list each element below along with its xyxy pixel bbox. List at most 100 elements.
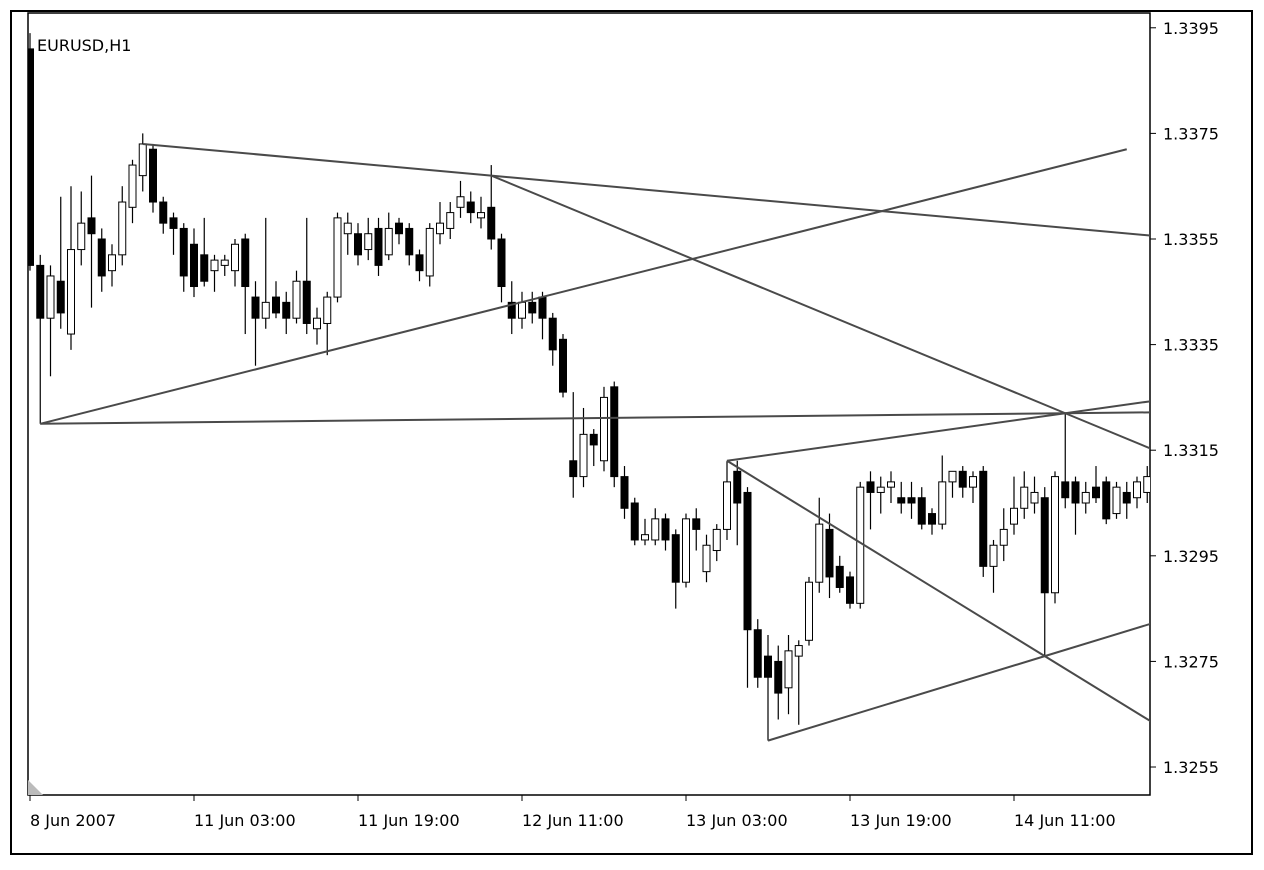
candle-body bbox=[538, 296, 547, 319]
candle-body bbox=[1040, 497, 1049, 594]
candle-body bbox=[559, 338, 567, 393]
candle-body bbox=[1051, 476, 1059, 594]
candle-body bbox=[77, 222, 86, 251]
candle-body bbox=[46, 275, 55, 319]
candle-body bbox=[200, 254, 209, 282]
trendline bbox=[726, 459, 1046, 657]
candle-body bbox=[897, 497, 906, 504]
candle-body bbox=[805, 581, 813, 641]
candle-body bbox=[579, 433, 588, 478]
candle-body bbox=[28, 48, 34, 266]
candle-body bbox=[764, 655, 772, 678]
candle-body bbox=[866, 481, 875, 493]
candle-body bbox=[589, 433, 598, 446]
corner-marker bbox=[28, 780, 43, 795]
candle-body bbox=[846, 576, 854, 604]
candle-body bbox=[569, 460, 578, 478]
plot-content bbox=[28, 33, 1150, 742]
trendline bbox=[40, 148, 1127, 425]
candle-body bbox=[641, 534, 649, 541]
x-tick-label: 13 Jun 03:00 bbox=[686, 811, 788, 830]
candle-body bbox=[692, 518, 701, 530]
candle-body bbox=[774, 660, 783, 694]
candle-body bbox=[989, 544, 998, 567]
candle-body bbox=[1143, 476, 1150, 493]
candle-body bbox=[600, 396, 608, 462]
candle-body bbox=[907, 497, 916, 504]
candle-body bbox=[36, 264, 45, 319]
y-tick-label: 1.3295 bbox=[1163, 547, 1219, 566]
y-tick-label: 1.3355 bbox=[1163, 230, 1219, 249]
candle-body bbox=[979, 470, 988, 567]
candle-body bbox=[436, 222, 444, 235]
candle-body bbox=[231, 243, 239, 272]
trendline bbox=[767, 655, 1046, 742]
candle-body bbox=[272, 296, 280, 314]
candle-body bbox=[169, 217, 178, 229]
y-tick-label: 1.3275 bbox=[1163, 652, 1219, 671]
candle-body bbox=[1081, 491, 1090, 504]
candle-body bbox=[630, 502, 639, 541]
candle-body bbox=[815, 523, 824, 583]
candle-body bbox=[969, 476, 977, 488]
candle-body bbox=[548, 317, 557, 351]
candle-body bbox=[466, 201, 475, 214]
x-tick-label: 14 Jun 11:00 bbox=[1014, 811, 1116, 830]
candle-body bbox=[876, 486, 885, 493]
candle-body bbox=[620, 476, 629, 509]
candle-body bbox=[733, 470, 742, 504]
candle-body bbox=[948, 470, 957, 483]
candle-body bbox=[374, 227, 383, 266]
candle-body bbox=[917, 497, 926, 525]
candle-body bbox=[743, 491, 752, 631]
trendline-ray bbox=[1065, 400, 1150, 415]
candle-body bbox=[1122, 491, 1131, 504]
candle-body bbox=[405, 227, 414, 256]
candle-body bbox=[825, 528, 834, 578]
y-tick-label: 1.3335 bbox=[1163, 336, 1219, 355]
candle-body bbox=[518, 301, 526, 319]
candle-body bbox=[415, 254, 424, 272]
trendline-ray bbox=[1044, 622, 1150, 658]
candle-body bbox=[313, 317, 321, 330]
candle-body bbox=[446, 212, 455, 229]
candle-body bbox=[251, 296, 260, 319]
candle-body bbox=[333, 217, 342, 298]
trendline-ray bbox=[1065, 411, 1150, 415]
trendline bbox=[40, 412, 1066, 425]
candle-body bbox=[210, 259, 219, 272]
x-tick-label: 13 Jun 19:00 bbox=[850, 811, 952, 830]
trendline bbox=[490, 174, 1066, 415]
candle-body bbox=[159, 201, 168, 224]
y-tick-label: 1.3375 bbox=[1163, 124, 1219, 143]
candle-body bbox=[118, 201, 127, 256]
candle-body bbox=[292, 280, 301, 319]
candle-body bbox=[712, 528, 721, 552]
candle-body bbox=[887, 481, 895, 488]
candle-body bbox=[1061, 481, 1070, 499]
trendline-ray bbox=[1064, 412, 1150, 450]
plot-area bbox=[27, 12, 1151, 796]
candle-body bbox=[343, 222, 352, 235]
y-tick-label: 1.3395 bbox=[1163, 19, 1219, 38]
candle-body bbox=[395, 222, 403, 235]
candle-body bbox=[323, 296, 332, 324]
x-tick-label: 8 Jun 2007 bbox=[30, 811, 116, 830]
candle-body bbox=[220, 259, 229, 266]
candle-body bbox=[241, 238, 250, 288]
trendline-ray bbox=[491, 174, 1150, 237]
candle-body bbox=[794, 645, 803, 657]
candle-body bbox=[354, 233, 362, 256]
candle-body bbox=[651, 518, 660, 541]
candle-body bbox=[179, 227, 188, 277]
candle-body bbox=[149, 148, 157, 203]
candle-body bbox=[56, 280, 65, 314]
candle-body bbox=[456, 196, 465, 208]
candle-body bbox=[528, 301, 537, 314]
candle-body bbox=[282, 301, 291, 319]
candle-body bbox=[190, 243, 198, 288]
candle-body bbox=[128, 164, 137, 208]
candle-body bbox=[302, 280, 311, 324]
candle-body bbox=[1112, 486, 1121, 515]
